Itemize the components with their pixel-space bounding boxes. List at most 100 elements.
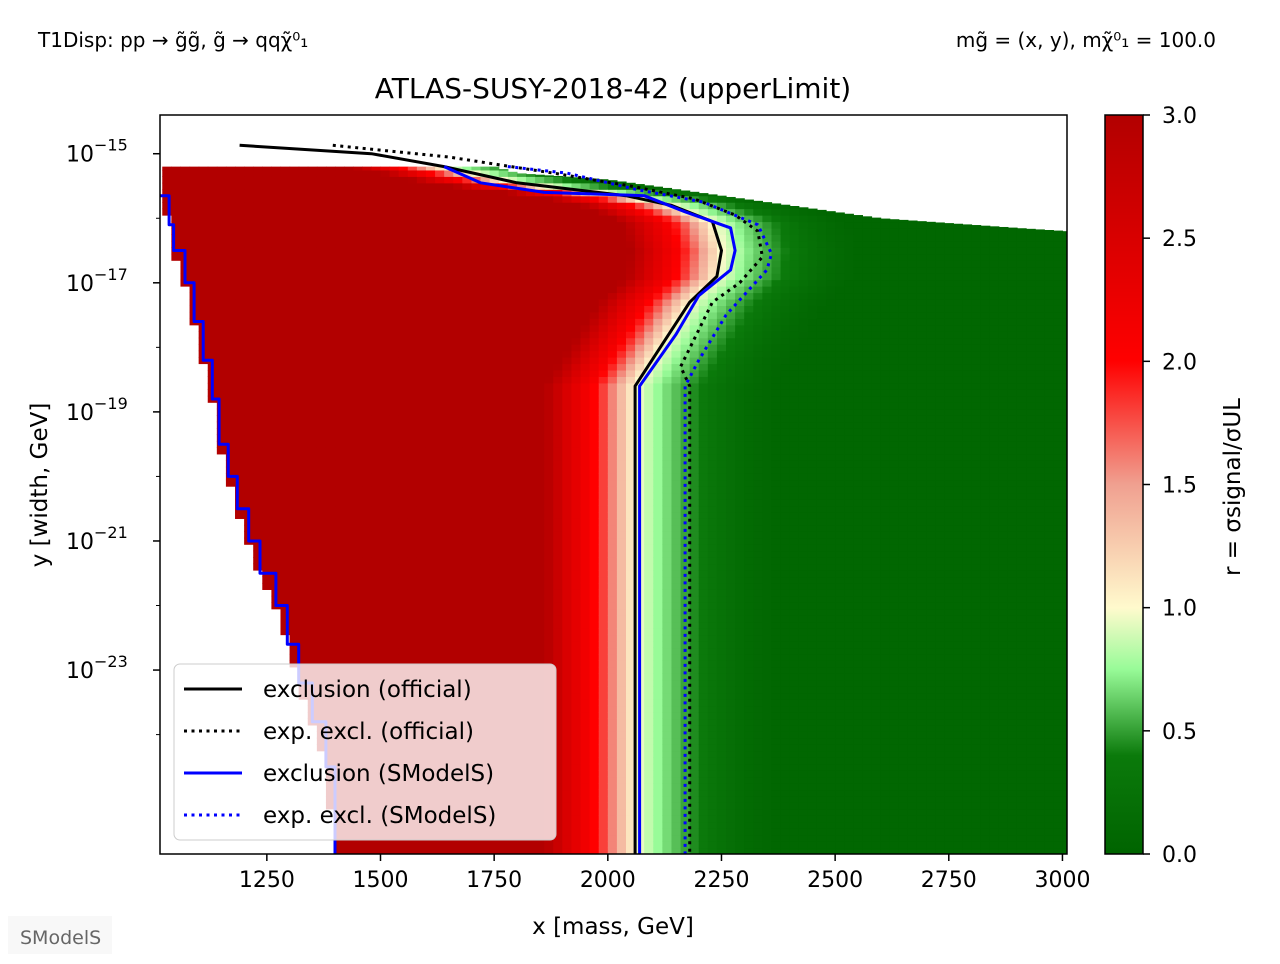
heatmap-cell — [425, 524, 436, 532]
heatmap-cell — [616, 537, 627, 545]
heatmap-cell — [644, 350, 654, 358]
heatmap-cell — [516, 428, 527, 436]
heatmap-cell — [271, 402, 282, 410]
heatmap-cell — [462, 608, 473, 616]
heatmap-cell — [307, 227, 318, 235]
heatmap-cell — [235, 166, 245, 171]
heatmap-cell — [626, 524, 636, 532]
heatmap-cell — [444, 473, 454, 481]
heatmap-cell — [598, 376, 609, 384]
heatmap-cell — [616, 686, 627, 694]
heatmap-cell — [253, 440, 263, 448]
heatmap-cell — [298, 395, 309, 403]
heatmap-cell — [535, 344, 545, 352]
heatmap-cell — [380, 298, 391, 306]
heatmap-cell — [444, 653, 454, 661]
heatmap-cell — [235, 479, 245, 487]
heatmap-cell — [289, 421, 300, 429]
heatmap-cell — [289, 266, 300, 274]
heatmap-cell — [544, 428, 554, 436]
heatmap-cell — [480, 208, 491, 216]
heatmap-cell — [598, 221, 609, 229]
heatmap-cell — [653, 266, 663, 274]
heatmap-cell — [580, 757, 591, 765]
heatmap-cell — [662, 705, 673, 713]
heatmap-cell — [544, 421, 554, 429]
heatmap-cell — [480, 292, 491, 300]
heatmap-cell — [598, 821, 609, 829]
heatmap-cell — [644, 215, 654, 223]
heatmap-cell — [662, 453, 673, 461]
heatmap-cell — [253, 260, 263, 268]
heatmap-cell — [425, 227, 436, 235]
heatmap-cell — [353, 357, 363, 365]
heatmap-cell — [598, 511, 609, 519]
heatmap-cell — [562, 608, 573, 616]
heatmap-cell — [616, 447, 627, 455]
heatmap-cell — [626, 453, 636, 461]
heatmap-cell — [198, 202, 209, 210]
heatmap-cell — [262, 466, 272, 474]
heatmap-cell — [298, 582, 309, 590]
heatmap-cell — [489, 260, 500, 268]
heatmap-cell — [444, 195, 454, 203]
heatmap-cell — [662, 428, 673, 436]
heatmap-cell — [598, 182, 609, 190]
heatmap-cell — [553, 447, 563, 455]
heatmap-cell — [298, 511, 309, 519]
heatmap-cell — [626, 253, 636, 261]
heatmap-cell — [498, 382, 509, 390]
heatmap-cell — [444, 311, 454, 319]
heatmap-cell — [344, 363, 354, 371]
heatmap-cell — [316, 492, 327, 500]
heatmap-cell — [298, 641, 309, 649]
heatmap-cell — [626, 763, 636, 771]
heatmap-cell — [471, 428, 482, 436]
heatmap-cell — [653, 311, 663, 319]
heatmap-cell — [589, 641, 600, 649]
heatmap-cell — [607, 776, 618, 784]
heatmap-cell — [425, 453, 436, 461]
heatmap-cell — [380, 286, 391, 294]
heatmap-cell — [653, 750, 663, 758]
heatmap-cell — [335, 589, 345, 597]
heatmap-cell — [489, 298, 500, 306]
heatmap-cell — [589, 615, 600, 623]
heatmap-cell — [325, 337, 336, 345]
heatmap-cell — [216, 434, 227, 442]
heatmap-cell — [262, 531, 272, 539]
heatmap-cell — [589, 724, 600, 732]
heatmap-cell — [371, 344, 382, 352]
heatmap-cell — [616, 221, 627, 229]
heatmap-cell — [516, 182, 527, 190]
heatmap-cell — [335, 544, 345, 552]
heatmap-cell — [353, 408, 363, 416]
heatmap-cell — [307, 208, 318, 216]
heatmap-cell — [253, 350, 263, 358]
heatmap-cell — [626, 821, 636, 829]
heatmap-cell — [225, 182, 236, 190]
heatmap-cell — [353, 447, 363, 455]
heatmap-cell — [453, 305, 463, 313]
heatmap-cell — [626, 783, 636, 791]
heatmap-cell — [344, 479, 354, 487]
heatmap-cell — [571, 447, 582, 455]
heatmap-cell — [398, 479, 409, 487]
heatmap-cell — [535, 208, 545, 216]
heatmap-cell — [189, 195, 200, 203]
heatmap-cell — [635, 292, 645, 300]
heatmap-cell — [407, 615, 418, 623]
heatmap-cell — [344, 505, 354, 513]
heatmap-cell — [580, 815, 591, 823]
heatmap-cell — [480, 505, 491, 513]
heatmap-cell — [671, 744, 682, 752]
heatmap-cell — [398, 166, 409, 171]
heatmap-cell — [189, 221, 200, 229]
heatmap-cell — [262, 550, 272, 558]
heatmap-cell — [298, 176, 309, 184]
heatmap-cell — [507, 318, 518, 326]
heatmap-cell — [616, 344, 627, 352]
heatmap-cell — [425, 447, 436, 455]
heatmap-cell — [662, 537, 673, 545]
heatmap-cell — [544, 176, 554, 184]
